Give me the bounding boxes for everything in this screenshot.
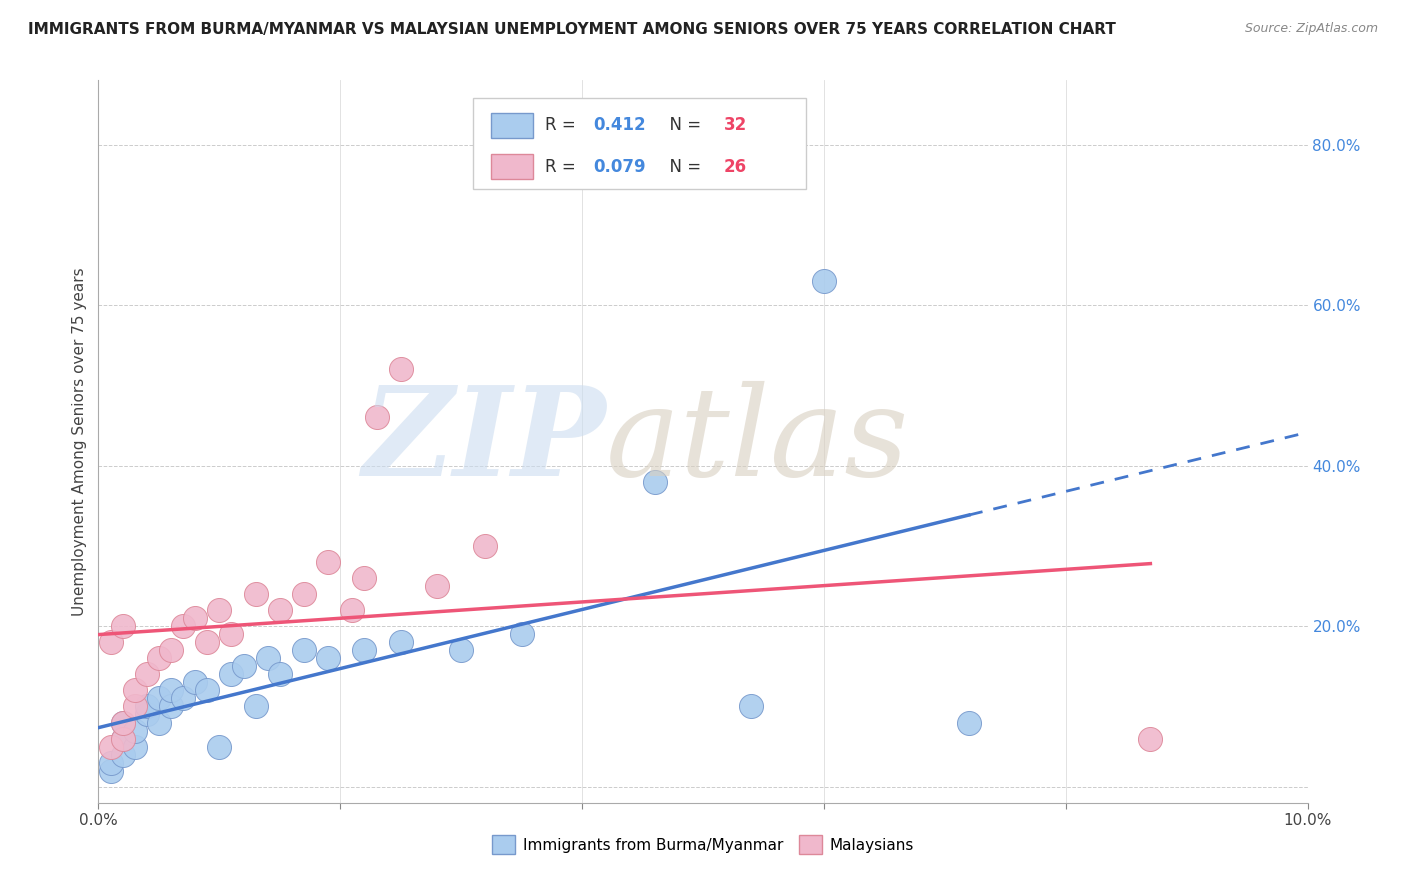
Point	[148, 691, 170, 706]
Point	[644, 475, 666, 489]
Text: IMMIGRANTS FROM BURMA/MYANMAR VS MALAYSIAN UNEMPLOYMENT AMONG SENIORS OVER 75 YE: IMMIGRANTS FROM BURMA/MYANMAR VS MALAYSI…	[28, 22, 1116, 37]
Point	[316, 651, 339, 665]
FancyBboxPatch shape	[492, 113, 533, 137]
Text: R =: R =	[544, 158, 581, 176]
Point	[292, 587, 315, 601]
Text: N =: N =	[659, 158, 707, 176]
Point	[148, 651, 170, 665]
Point	[389, 362, 412, 376]
FancyBboxPatch shape	[492, 154, 533, 179]
Point	[160, 683, 183, 698]
Text: N =: N =	[659, 116, 707, 134]
Point	[474, 539, 496, 553]
Point	[111, 747, 134, 762]
Text: Source: ZipAtlas.com: Source: ZipAtlas.com	[1244, 22, 1378, 36]
Point	[172, 691, 194, 706]
Text: 0.079: 0.079	[593, 158, 645, 176]
Point	[111, 619, 134, 633]
Point	[957, 715, 980, 730]
Point	[195, 683, 218, 698]
Point	[292, 643, 315, 657]
Point	[172, 619, 194, 633]
Point	[342, 603, 364, 617]
Point	[111, 731, 134, 746]
Point	[184, 675, 207, 690]
Point	[100, 764, 122, 778]
Point	[353, 643, 375, 657]
Point	[245, 699, 267, 714]
Text: 0.412: 0.412	[593, 116, 645, 134]
Point	[510, 627, 533, 641]
Point	[316, 555, 339, 569]
Point	[232, 659, 254, 673]
Point	[208, 603, 231, 617]
Point	[100, 635, 122, 649]
Point	[269, 667, 291, 681]
Point	[208, 739, 231, 754]
Point	[124, 723, 146, 738]
Y-axis label: Unemployment Among Seniors over 75 years: Unemployment Among Seniors over 75 years	[72, 268, 87, 615]
Point	[740, 699, 762, 714]
Point	[160, 643, 183, 657]
Text: R =: R =	[544, 116, 581, 134]
Point	[450, 643, 472, 657]
Point	[813, 274, 835, 288]
Point	[426, 579, 449, 593]
Point	[160, 699, 183, 714]
Point	[353, 571, 375, 585]
Point	[221, 667, 243, 681]
Point	[366, 410, 388, 425]
Point	[111, 715, 134, 730]
Point	[135, 707, 157, 722]
Point	[245, 587, 267, 601]
Point	[1139, 731, 1161, 746]
Text: 26: 26	[724, 158, 747, 176]
Point	[269, 603, 291, 617]
Point	[148, 715, 170, 730]
Point	[124, 699, 146, 714]
Point	[256, 651, 278, 665]
Point	[195, 635, 218, 649]
Text: ZIP: ZIP	[363, 381, 606, 502]
Point	[111, 715, 134, 730]
Point	[135, 699, 157, 714]
Point	[221, 627, 243, 641]
Point	[124, 739, 146, 754]
Point	[100, 756, 122, 770]
Point	[389, 635, 412, 649]
Point	[135, 667, 157, 681]
Text: atlas: atlas	[606, 381, 910, 502]
Point	[100, 739, 122, 754]
Point	[111, 731, 134, 746]
Point	[124, 683, 146, 698]
Point	[184, 611, 207, 625]
Text: 32: 32	[724, 116, 747, 134]
FancyBboxPatch shape	[474, 98, 806, 189]
Legend: Immigrants from Burma/Myanmar, Malaysians: Immigrants from Burma/Myanmar, Malaysian…	[486, 830, 920, 860]
